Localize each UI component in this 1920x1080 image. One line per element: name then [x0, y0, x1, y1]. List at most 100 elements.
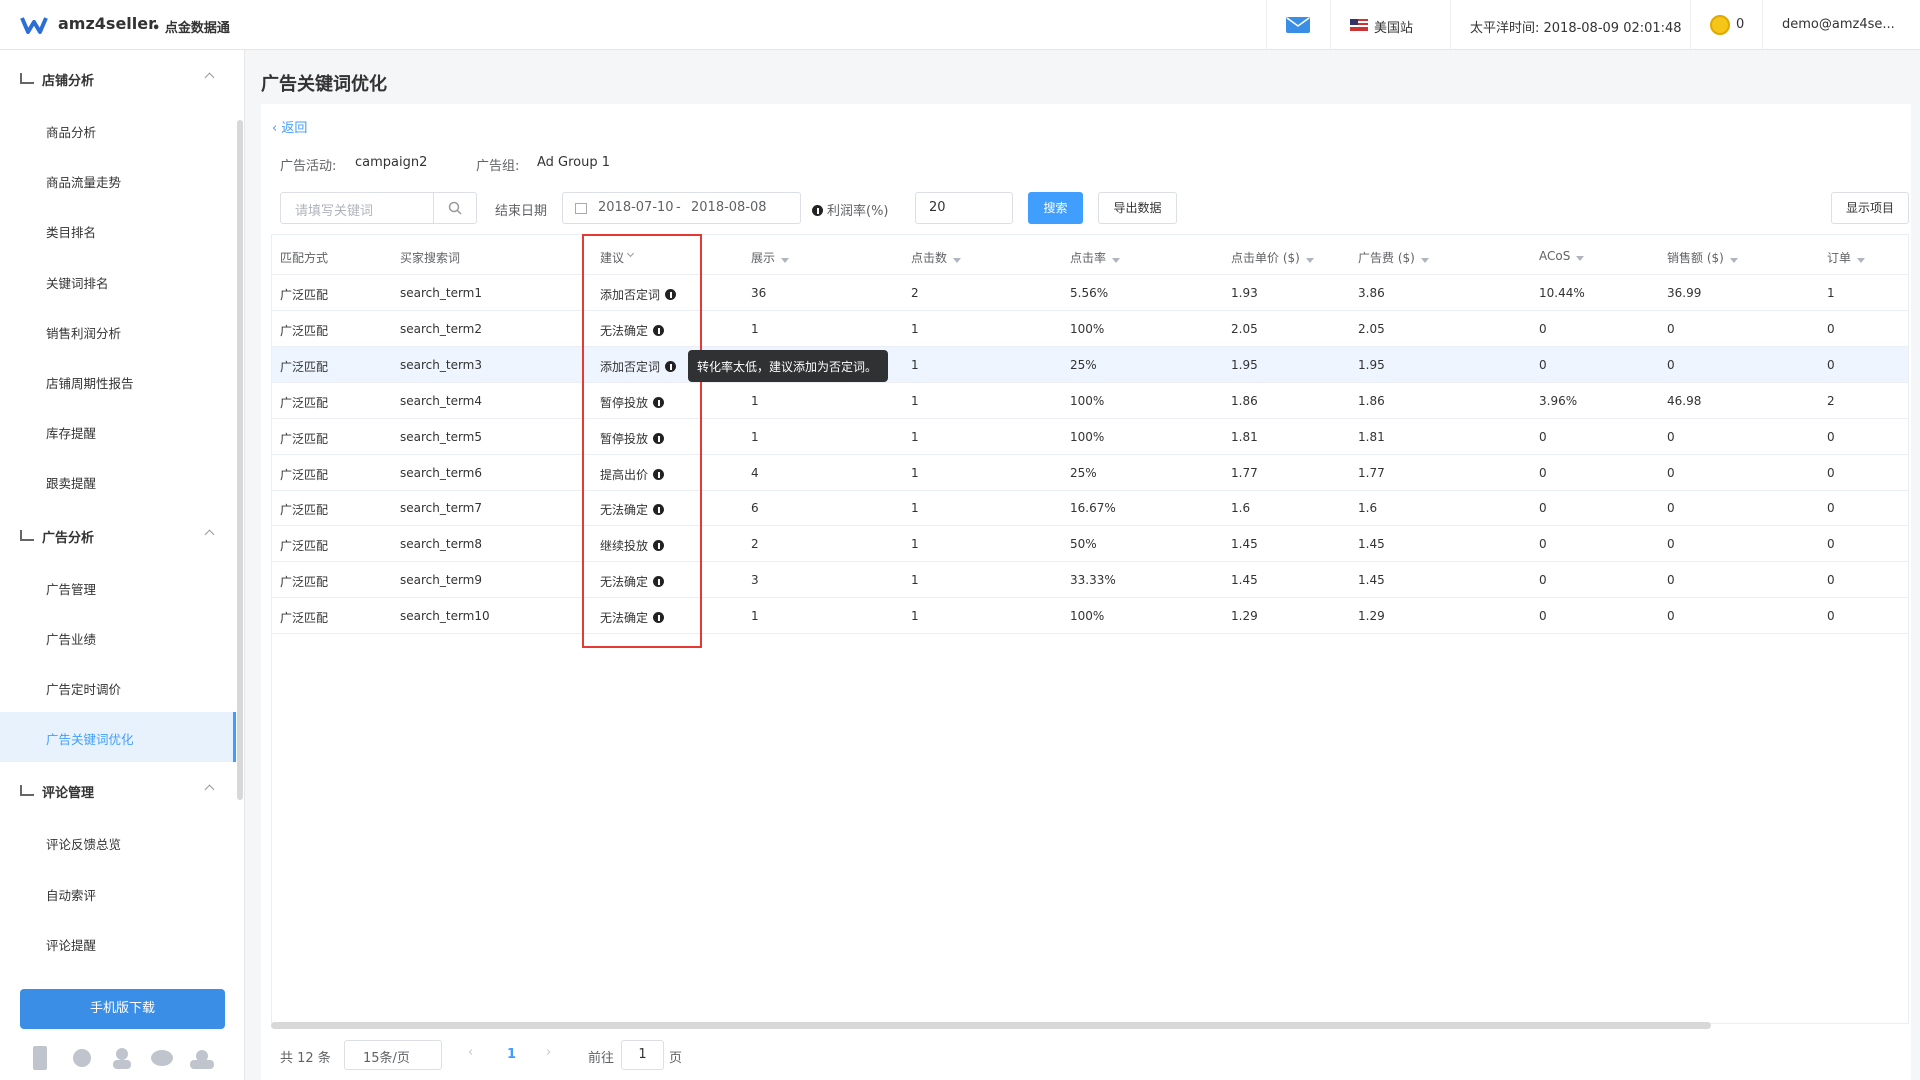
info-icon[interactable]	[653, 324, 665, 336]
search-button[interactable]: 搜索	[1028, 192, 1083, 224]
column-header: 匹配方式	[280, 251, 329, 265]
cell: 广泛匹配	[280, 359, 329, 374]
cell: 25%	[1070, 465, 1097, 480]
user[interactable]: demo@amz4se...	[1782, 17, 1895, 32]
cell: 添加否定词	[600, 358, 677, 375]
menu-item[interactable]: 店铺周期性报告	[46, 376, 134, 391]
back-text[interactable]: 返回	[281, 121, 308, 136]
cell: 1	[911, 537, 919, 552]
info-icon[interactable]	[653, 504, 665, 516]
cell: 1	[751, 321, 759, 336]
cell: 暂停投放	[600, 394, 665, 411]
margin-input[interactable]	[915, 192, 1013, 224]
cell: 1.86	[1231, 393, 1258, 408]
calendar-icon	[575, 203, 587, 214]
export-button[interactable]: 导出数据	[1098, 192, 1177, 224]
menu-item[interactable]: 销售利润分析	[46, 325, 122, 341]
section-title[interactable]: 评论管理	[42, 786, 95, 802]
goto-input[interactable]: 1	[621, 1040, 664, 1070]
h-scrollbar	[271, 1022, 1711, 1029]
cell: 无法确定	[600, 573, 665, 590]
next[interactable]: ›	[546, 1045, 552, 1060]
cell: 0	[1539, 321, 1547, 336]
cell: 6	[751, 501, 759, 516]
search-input[interactable]	[280, 192, 477, 224]
menu-item[interactable]: 广告管理	[46, 581, 97, 597]
site-select[interactable]: 美国站	[1374, 21, 1414, 36]
mail-icon[interactable]	[1286, 17, 1310, 33]
cell: search_term10	[400, 609, 490, 624]
column-header[interactable]: 点击率	[1070, 249, 1120, 266]
cell: 提高出价	[600, 466, 665, 483]
info-icon[interactable]	[653, 468, 665, 480]
cell: 4	[751, 465, 759, 480]
total: 共 12 条	[280, 1051, 331, 1066]
column-header[interactable]: 广告费 ($)	[1358, 249, 1429, 266]
date-range[interactable]	[562, 192, 801, 224]
tooltip	[688, 350, 888, 382]
menu-item[interactable]: 类目排名	[46, 225, 97, 241]
cell: 0	[1539, 465, 1547, 480]
section-title[interactable]: 广告分析	[42, 530, 95, 546]
section-title[interactable]: 店铺分析	[42, 74, 95, 89]
current-page[interactable]: 1	[507, 1047, 517, 1062]
cell: 广泛匹配	[280, 467, 329, 482]
column-header[interactable]: 点击数	[911, 249, 961, 266]
menu-item[interactable]: 库存提醒	[46, 426, 97, 442]
columns-button[interactable]: 显示项目	[1831, 192, 1909, 224]
menu-item[interactable]: 跟卖提醒	[46, 476, 97, 492]
column-header[interactable]: 展示	[751, 249, 789, 266]
info-icon[interactable]	[653, 396, 665, 408]
search-icon[interactable]	[448, 201, 462, 215]
cell: 1.29	[1358, 609, 1385, 624]
download-button[interactable]: 手机版下载	[20, 989, 225, 1029]
info-icon[interactable]	[653, 612, 665, 624]
date-sep: -	[676, 200, 681, 215]
info-icon[interactable]	[665, 360, 677, 372]
table-row	[272, 490, 1908, 527]
menu-item[interactable]: 自动索评	[46, 887, 97, 903]
cell: 广泛匹配	[280, 323, 329, 338]
info-icon[interactable]	[653, 432, 665, 444]
cell: 36	[751, 286, 767, 300]
menu-item[interactable]: 商品流量走势	[46, 175, 122, 191]
prev[interactable]: ‹	[468, 1045, 474, 1060]
menu-item[interactable]: 广告关键词优化	[46, 732, 134, 748]
info-icon[interactable]	[653, 540, 665, 552]
cell: 1	[911, 573, 919, 588]
column-header[interactable]: 订单	[1827, 249, 1865, 266]
column-header[interactable]: ACoS	[1539, 249, 1584, 263]
cell: 无法确定	[600, 609, 665, 626]
cell: 0	[1827, 321, 1835, 336]
cell: 0	[1667, 429, 1675, 444]
column-header[interactable]: 建议	[600, 251, 625, 265]
divider	[433, 193, 434, 223]
cell: 100%	[1070, 429, 1105, 444]
cell: 1	[751, 393, 759, 408]
cell: 3.96%	[1539, 393, 1578, 408]
column-header[interactable]: 点击单价 ($)	[1231, 249, 1314, 266]
menu-item[interactable]: 商品分析	[46, 125, 97, 140]
back-link[interactable]: ‹ 返回	[272, 121, 308, 136]
cell: 1.77	[1358, 465, 1385, 480]
page-size[interactable]: 15条/页	[344, 1040, 442, 1070]
coins: 0	[1736, 17, 1745, 32]
cell: 0	[1539, 609, 1547, 624]
menu-item[interactable]: 评论提醒	[46, 937, 97, 953]
table-header-bg	[272, 235, 1908, 275]
menu-item[interactable]: 评论反馈总览	[46, 837, 122, 853]
cell: 0	[1539, 501, 1547, 516]
menu-item[interactable]: 关键词排名	[46, 275, 109, 291]
info-icon[interactable]	[665, 289, 677, 300]
info-icon[interactable]	[653, 576, 665, 588]
cell: 0	[1827, 537, 1835, 552]
column-header[interactable]: 销售额 ($)	[1667, 249, 1738, 266]
menu-item[interactable]: 广告定时调价	[46, 682, 122, 697]
table-row	[272, 311, 1908, 347]
menu-item[interactable]: 广告业绩	[46, 631, 97, 647]
date-label: 结束日期	[495, 204, 548, 219]
cell: 暂停投放	[600, 430, 665, 447]
page-unit: 页	[669, 1051, 683, 1066]
margin-label-text: 利润率(%)	[827, 204, 889, 219]
